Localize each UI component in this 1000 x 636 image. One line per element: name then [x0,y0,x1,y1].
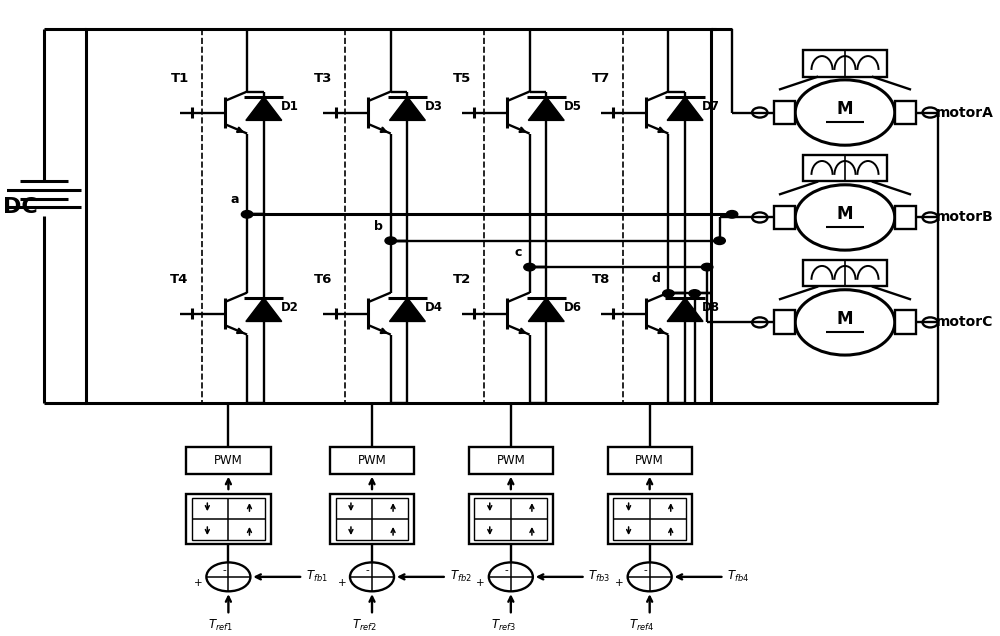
Polygon shape [667,298,703,321]
Text: T2: T2 [453,273,471,286]
Text: +: + [615,578,624,588]
Polygon shape [246,298,282,321]
Bar [774,310,795,335]
Bar [186,448,271,474]
Text: D1: D1 [281,100,299,113]
Bar [895,310,916,335]
Bar [803,260,887,286]
Bar [803,155,887,181]
Polygon shape [389,97,425,120]
Bar [469,494,553,544]
Circle shape [689,290,700,297]
Bar [186,494,271,544]
Text: T3: T3 [314,72,332,85]
Text: $T_{fb3}$: $T_{fb3}$ [588,569,610,584]
Text: T8: T8 [592,273,610,286]
Text: -: - [222,565,226,576]
Circle shape [385,237,396,244]
Bar [608,448,692,474]
Text: DC: DC [3,197,38,217]
Text: M: M [837,205,853,223]
Circle shape [714,237,725,244]
Text: $T_{fb4}$: $T_{fb4}$ [727,569,749,584]
Text: D7: D7 [702,100,720,113]
Text: $T_{fb2}$: $T_{fb2}$ [450,569,471,584]
Polygon shape [528,298,564,321]
Text: d: d [652,272,661,286]
Text: +: + [338,578,346,588]
Text: D6: D6 [564,301,582,314]
Text: PWM: PWM [635,454,664,467]
Text: D2: D2 [281,301,299,314]
Circle shape [524,263,535,271]
Text: +: + [194,578,203,588]
Text: motorC: motorC [936,315,993,329]
Circle shape [241,211,253,218]
Text: $T_{fb1}$: $T_{fb1}$ [306,569,328,584]
Bar [86,29,711,403]
Text: motorB: motorB [936,211,994,225]
Bar [895,100,916,125]
Text: motorA: motorA [936,106,994,120]
Text: c: c [515,246,522,259]
Bar [803,50,887,76]
Text: D4: D4 [425,301,443,314]
Polygon shape [667,97,703,120]
Bar [336,498,408,541]
Polygon shape [246,97,282,120]
Polygon shape [528,97,564,120]
Bar [330,448,414,474]
Text: D3: D3 [425,100,443,113]
Text: M: M [837,100,853,118]
Text: +: + [476,578,485,588]
Text: PWM: PWM [358,454,386,467]
Text: -: - [366,565,369,576]
Polygon shape [389,298,425,321]
Bar [895,205,916,230]
Text: $T_{ref3}$: $T_{ref3}$ [491,618,516,633]
Text: T6: T6 [314,273,332,286]
Text: -: - [643,565,647,576]
Text: T4: T4 [170,273,189,286]
Text: b: b [374,219,383,233]
Bar [474,498,547,541]
Text: -: - [505,565,508,576]
Text: $T_{ref1}$: $T_{ref1}$ [208,618,233,633]
Text: D8: D8 [702,301,720,314]
Circle shape [663,290,674,297]
Text: T5: T5 [453,72,471,85]
Bar [613,498,686,541]
Bar [608,494,692,544]
Text: M: M [837,310,853,328]
Text: $T_{ref4}$: $T_{ref4}$ [629,618,655,633]
Circle shape [726,211,738,218]
Text: $T_{ref2}$: $T_{ref2}$ [352,618,377,633]
Text: a: a [231,193,239,206]
Bar [774,100,795,125]
Text: T1: T1 [170,72,189,85]
Bar [774,205,795,230]
Bar [469,448,553,474]
Text: T7: T7 [592,72,610,85]
Bar [192,498,265,541]
Text: PWM: PWM [214,454,243,467]
Circle shape [701,263,713,271]
Text: PWM: PWM [496,454,525,467]
Bar [330,494,414,544]
Text: D5: D5 [564,100,582,113]
